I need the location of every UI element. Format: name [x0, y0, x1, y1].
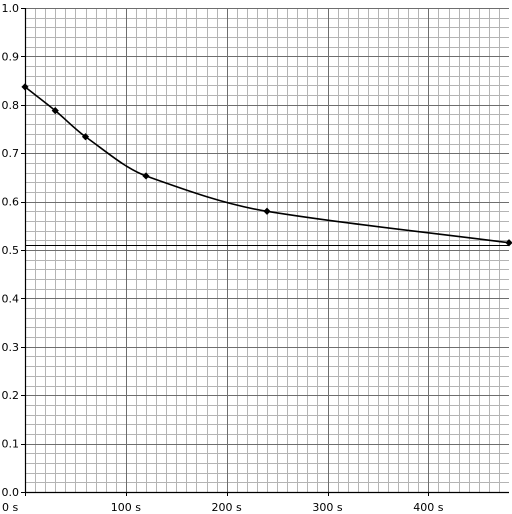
y-tick-label: 0.0 [2, 486, 20, 499]
y-tick-label: 0.9 [2, 50, 20, 63]
y-tick-label: 0.4 [2, 292, 20, 305]
x-tick-label: 400 s [413, 501, 443, 514]
y-tick-label: 0.6 [2, 196, 20, 209]
major-gridlines [25, 8, 509, 492]
data-point-marker [51, 107, 59, 115]
data-series [21, 83, 512, 247]
y-tick-label: 0.2 [2, 389, 20, 402]
x-tick-label: 0 s [2, 501, 18, 514]
axes [21, 8, 509, 496]
y-tick-label: 0.5 [2, 244, 20, 257]
data-point-marker [263, 207, 271, 215]
y-tick-label: 1.0 [2, 2, 20, 15]
y-tick-label: 0.8 [2, 99, 20, 112]
x-tick-label: 200 s [212, 501, 242, 514]
y-tick-label: 0.7 [2, 147, 20, 160]
data-point-marker [505, 239, 512, 247]
x-tick-label: 100 s [111, 501, 141, 514]
x-axis-tick-labels: 0 s 100 s 200 s 300 s 400 s [2, 501, 444, 514]
y-tick-label: 0.3 [2, 341, 20, 354]
data-point-marker [81, 133, 90, 141]
x-tick-label: 300 s [312, 501, 342, 514]
data-point-marker [142, 172, 150, 180]
y-axis-tick-labels: 0.0 0.1 0.2 0.3 0.4 0.5 0.6 0.7 0.8 0.9 1.0 [2, 2, 20, 499]
data-point-marker [21, 83, 29, 91]
y-tick-label: 0.1 [2, 438, 20, 451]
